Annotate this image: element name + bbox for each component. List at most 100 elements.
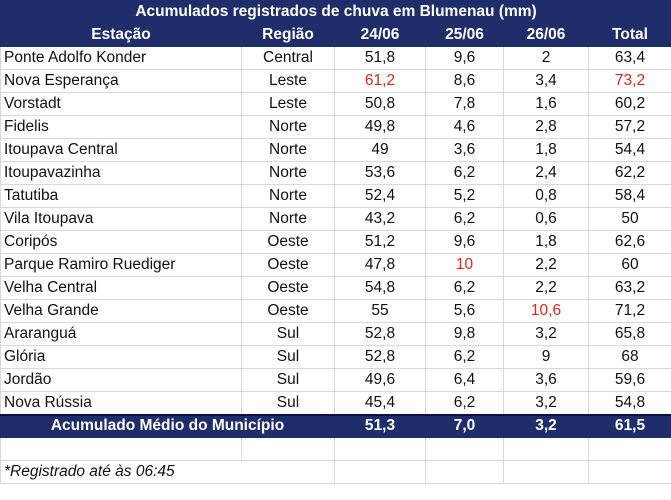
- day1-cell[interactable]: 61,2: [334, 69, 426, 93]
- day3-cell[interactable]: 3,2: [503, 322, 589, 346]
- total-cell[interactable]: 62,2: [587, 161, 671, 185]
- region-cell[interactable]: Norte: [241, 138, 335, 162]
- station-cell[interactable]: Fidelis: [0, 115, 242, 139]
- station-cell[interactable]: Ponte Adolfo Konder: [0, 46, 242, 70]
- region-cell[interactable]: Oeste: [241, 299, 335, 323]
- day3-cell[interactable]: 2,4: [503, 161, 589, 185]
- total-cell[interactable]: 59,6: [587, 368, 671, 392]
- day2-cell[interactable]: 6,2: [425, 276, 504, 300]
- day1-cell[interactable]: 51,8: [334, 46, 426, 70]
- station-cell[interactable]: Vila Itoupava: [0, 207, 242, 231]
- day3-cell[interactable]: 3,4: [503, 69, 589, 93]
- day2-cell[interactable]: 9,8: [425, 322, 504, 346]
- day3-cell[interactable]: 2: [503, 46, 589, 70]
- station-cell[interactable]: Itoupavazinha: [0, 161, 242, 185]
- region-cell[interactable]: Leste: [241, 69, 335, 93]
- day2-cell[interactable]: 5,2: [425, 184, 504, 208]
- day3-cell[interactable]: 1,8: [503, 230, 589, 254]
- day1-cell[interactable]: 55: [334, 299, 426, 323]
- region-cell[interactable]: Oeste: [241, 253, 335, 277]
- day2-cell[interactable]: 6,2: [425, 391, 504, 415]
- day1-cell[interactable]: 52,8: [334, 345, 426, 369]
- region-cell[interactable]: Sul: [241, 322, 335, 346]
- empty-cell[interactable]: [425, 460, 504, 484]
- day1-cell[interactable]: 45,4: [334, 391, 426, 415]
- day2-cell[interactable]: 9,6: [425, 230, 504, 254]
- region-cell[interactable]: Leste: [241, 92, 335, 116]
- station-cell[interactable]: Vorstadt: [0, 92, 242, 116]
- day2-cell[interactable]: 9,6: [425, 46, 504, 70]
- day2-cell[interactable]: 6,2: [425, 207, 504, 231]
- region-cell[interactable]: Norte: [241, 115, 335, 139]
- station-cell[interactable]: Nova Rússia: [0, 391, 242, 415]
- day2-cell[interactable]: 6,2: [425, 161, 504, 185]
- region-cell[interactable]: Sul: [241, 391, 335, 415]
- total-cell[interactable]: 73,2: [587, 69, 671, 93]
- station-cell[interactable]: Coripós: [0, 230, 242, 254]
- day1-cell[interactable]: 49,6: [334, 368, 426, 392]
- day1-cell[interactable]: 50,8: [334, 92, 426, 116]
- empty-cell[interactable]: [587, 460, 671, 484]
- day1-cell[interactable]: 47,8: [334, 253, 426, 277]
- day3-cell[interactable]: 9: [503, 345, 589, 369]
- total-cell[interactable]: 63,2: [587, 276, 671, 300]
- day3-cell[interactable]: 1,8: [503, 138, 589, 162]
- station-cell[interactable]: Jordão: [0, 368, 242, 392]
- day1-cell[interactable]: 52,4: [334, 184, 426, 208]
- region-cell[interactable]: Norte: [241, 207, 335, 231]
- day2-cell[interactable]: 3,6: [425, 138, 504, 162]
- total-cell[interactable]: 58,4: [587, 184, 671, 208]
- day3-cell[interactable]: 2,8: [503, 115, 589, 139]
- day1-cell[interactable]: 43,2: [334, 207, 426, 231]
- day2-cell[interactable]: 10: [425, 253, 504, 277]
- region-cell[interactable]: Oeste: [241, 276, 335, 300]
- day1-cell[interactable]: 49: [334, 138, 426, 162]
- day3-cell[interactable]: 0,6: [503, 207, 589, 231]
- day1-cell[interactable]: 53,6: [334, 161, 426, 185]
- day1-cell[interactable]: 54,8: [334, 276, 426, 300]
- day3-cell[interactable]: 0,8: [503, 184, 589, 208]
- day2-cell[interactable]: 4,6: [425, 115, 504, 139]
- day2-cell[interactable]: 5,6: [425, 299, 504, 323]
- region-cell[interactable]: Oeste: [241, 230, 335, 254]
- station-cell[interactable]: Velha Grande: [0, 299, 242, 323]
- empty-cell[interactable]: [587, 437, 671, 461]
- total-cell[interactable]: 60,2: [587, 92, 671, 116]
- total-cell[interactable]: 62,6: [587, 230, 671, 254]
- day1-cell[interactable]: 52,8: [334, 322, 426, 346]
- day3-cell[interactable]: 3,2: [503, 391, 589, 415]
- region-cell[interactable]: Sul: [241, 368, 335, 392]
- total-cell[interactable]: 65,8: [587, 322, 671, 346]
- day2-cell[interactable]: 7,8: [425, 92, 504, 116]
- station-cell[interactable]: Parque Ramiro Ruediger: [0, 253, 242, 277]
- region-cell[interactable]: Norte: [241, 161, 335, 185]
- total-cell[interactable]: 68: [587, 345, 671, 369]
- total-cell[interactable]: 57,2: [587, 115, 671, 139]
- station-cell[interactable]: Araranguá: [0, 322, 242, 346]
- empty-cell[interactable]: [241, 437, 335, 461]
- day3-cell[interactable]: 2,2: [503, 253, 589, 277]
- empty-cell[interactable]: [503, 437, 589, 461]
- total-cell[interactable]: 63,4: [587, 46, 671, 70]
- day1-cell[interactable]: 49,8: [334, 115, 426, 139]
- day3-cell[interactable]: 3,6: [503, 368, 589, 392]
- day2-cell[interactable]: 8,6: [425, 69, 504, 93]
- station-cell[interactable]: Glória: [0, 345, 242, 369]
- station-cell[interactable]: Tatutiba: [0, 184, 242, 208]
- region-cell[interactable]: Norte: [241, 184, 335, 208]
- total-cell[interactable]: 54,4: [587, 138, 671, 162]
- station-cell[interactable]: Nova Esperança: [0, 69, 242, 93]
- empty-cell[interactable]: [334, 460, 426, 484]
- empty-cell[interactable]: [0, 437, 242, 461]
- empty-cell[interactable]: [503, 460, 589, 484]
- day3-cell[interactable]: 10,6: [503, 299, 589, 323]
- station-cell[interactable]: Itoupava Central: [0, 138, 242, 162]
- empty-cell[interactable]: [334, 437, 426, 461]
- total-cell[interactable]: 71,2: [587, 299, 671, 323]
- total-cell[interactable]: 50: [587, 207, 671, 231]
- total-cell[interactable]: 54,8: [587, 391, 671, 415]
- total-cell[interactable]: 60: [587, 253, 671, 277]
- region-cell[interactable]: Sul: [241, 345, 335, 369]
- day2-cell[interactable]: 6,2: [425, 345, 504, 369]
- day1-cell[interactable]: 51,2: [334, 230, 426, 254]
